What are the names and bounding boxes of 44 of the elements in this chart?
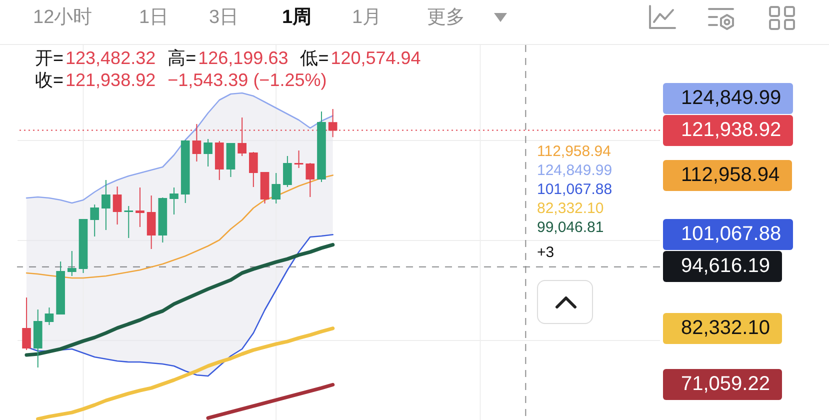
candlestick xyxy=(124,206,134,238)
text: 82,332.10 xyxy=(663,312,782,344)
text: +3 xyxy=(537,243,556,262)
candlestick xyxy=(249,152,258,188)
text: 101,067.88 xyxy=(663,219,794,250)
text: 124,849.99 xyxy=(663,82,794,114)
text: 101,067.88 xyxy=(537,180,612,199)
annotation: 开= xyxy=(35,48,64,68)
text: 3日 xyxy=(209,6,239,30)
annotation: 120,574.94 xyxy=(330,48,421,68)
candlestick xyxy=(272,172,281,204)
candlestick xyxy=(22,297,31,350)
candlestick xyxy=(146,195,156,250)
annotation: 低= xyxy=(300,48,329,68)
text: 99,046.81 xyxy=(537,218,605,237)
text: 124,849.99 xyxy=(537,161,612,180)
annotation: 高= xyxy=(168,48,196,68)
text: 更多 xyxy=(427,6,465,30)
text: 71,059.22 xyxy=(663,369,782,400)
candlestick xyxy=(283,156,292,188)
candlestick xyxy=(306,162,315,198)
text: 12小时 xyxy=(33,6,92,30)
candlestick xyxy=(136,187,144,228)
text: 112,958.94 xyxy=(537,142,612,161)
annotation: −1,543.39 (−1.25%) xyxy=(168,70,327,90)
text: 82,332.10 xyxy=(537,199,605,218)
candlestick xyxy=(204,138,212,167)
annotation: 收= xyxy=(35,70,64,90)
annotation: 126,199.63 xyxy=(198,48,288,68)
text: 1月 xyxy=(352,6,382,30)
candlestick xyxy=(170,187,178,215)
candlestick xyxy=(102,180,110,230)
candlestick xyxy=(294,150,304,168)
text: 1日 xyxy=(139,6,169,30)
candlestick xyxy=(112,186,122,225)
candlestick xyxy=(90,204,100,237)
ref-line-label: 94,616.19 xyxy=(663,251,782,282)
text: 112,958.94 xyxy=(663,160,792,191)
candlestick xyxy=(44,307,54,326)
text: 1周 xyxy=(282,6,312,30)
annotation: 121,938.92 xyxy=(66,70,156,90)
candlestick xyxy=(67,250,76,276)
ref-line-label: 121,938.92 xyxy=(663,114,794,146)
annotation: 123,482.32 xyxy=(66,48,156,68)
